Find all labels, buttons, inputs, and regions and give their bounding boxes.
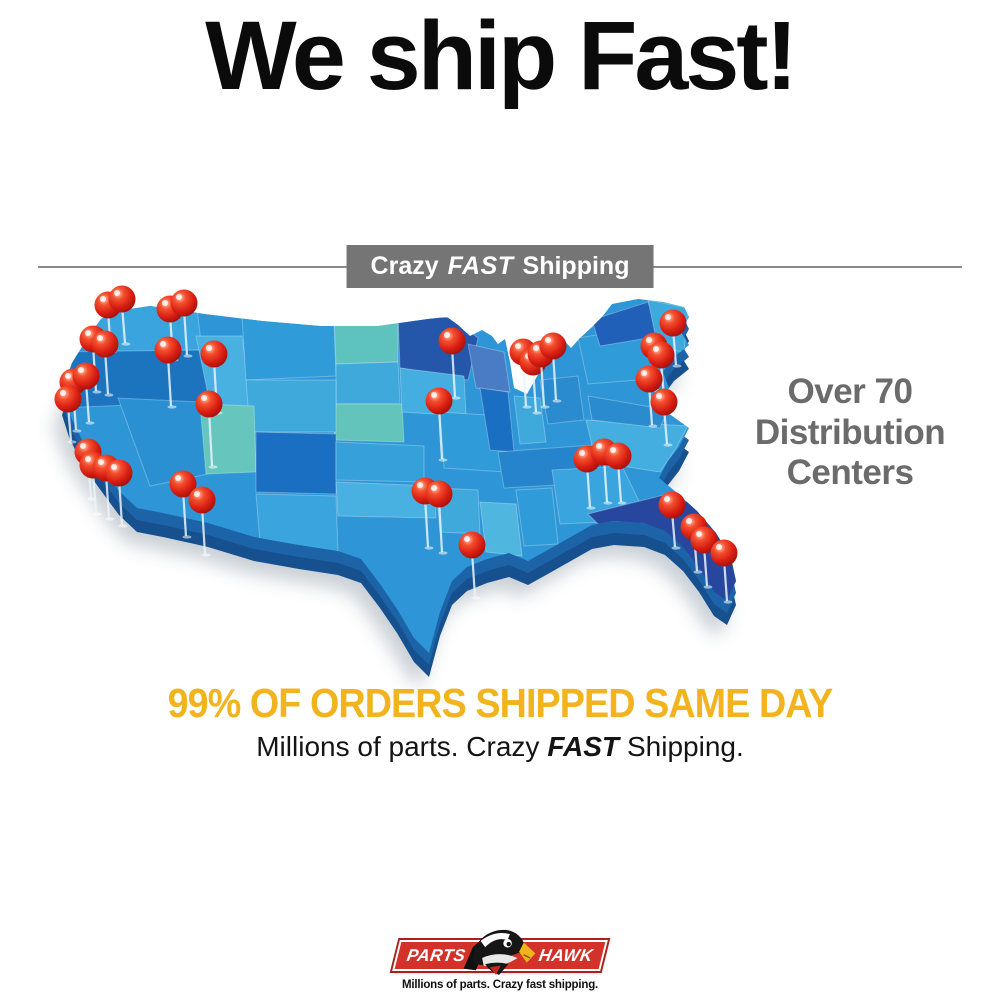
subheadline-emphasis: FAST (547, 731, 619, 762)
badge-prefix: Crazy (370, 252, 439, 280)
hawk-icon (463, 929, 536, 975)
map-pin (438, 327, 466, 400)
map-pin (154, 336, 182, 409)
distribution-line-1: Over 70 (787, 372, 913, 411)
map-pin (658, 491, 686, 550)
distribution-callout: Over 70 Distribution Centers (744, 372, 956, 494)
map-pin (425, 387, 453, 462)
pins-layer (54, 285, 738, 604)
subheadline-prefix: Millions of parts. Crazy (256, 731, 540, 762)
map-pin (539, 332, 567, 403)
map-pin (659, 309, 687, 368)
footer-logo: PARTS HAWK Millions of parts. Crazy fast… (0, 918, 1000, 998)
map-pin (170, 289, 198, 358)
page-title: We ship Fast! (205, 1, 798, 110)
map-pin (105, 459, 133, 528)
map-pin (604, 442, 632, 505)
map-pin (635, 365, 663, 428)
map-pin (710, 539, 738, 604)
map-pin (91, 330, 119, 397)
headline: 99% OF ORDERS SHIPPED SAME DAY (167, 680, 834, 726)
map-pin (54, 385, 82, 444)
map-pin (188, 486, 216, 557)
map-pin (195, 390, 223, 469)
badge-emphasis: FAST (447, 252, 514, 280)
shipping-badge: Crazy FAST Shipping (346, 245, 654, 288)
map-pin (650, 388, 678, 447)
subheadline-suffix: Shipping. (626, 731, 744, 762)
footer-tagline: Millions of parts. Crazy fast shipping. (401, 979, 599, 991)
distribution-line-2: Distribution (754, 412, 946, 452)
logo-hawk-label: HAWK (537, 945, 595, 965)
map-pin (169, 470, 197, 539)
map-pin (458, 531, 486, 600)
map-pin (690, 526, 718, 589)
distribution-line-3: Centers (786, 453, 914, 493)
map-pin (108, 285, 136, 346)
badge-suffix: Shipping (522, 252, 630, 280)
map-pin (72, 362, 100, 425)
subheadline: Millions of parts. Crazy FAST Shipping. (0, 731, 1000, 763)
map-pin (425, 480, 453, 555)
